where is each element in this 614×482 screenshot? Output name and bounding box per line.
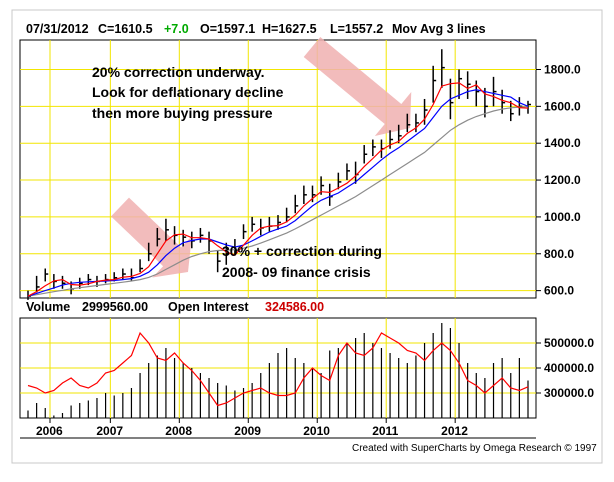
correction-arrow-2012 bbox=[303, 36, 412, 137]
y-tick-label: 1200.0 bbox=[544, 173, 581, 187]
y-tick-label: 1600.0 bbox=[544, 99, 581, 113]
x-tick-label: 2012 bbox=[441, 424, 468, 438]
x-tick-label: 2011 bbox=[372, 424, 398, 438]
y-tick-label: 600.0 bbox=[544, 284, 574, 298]
annotation-top-line1: 20% correction underway. bbox=[92, 64, 264, 80]
volume-value: 2999560.00 bbox=[82, 300, 148, 314]
y-tick-label: 800.0 bbox=[544, 247, 574, 261]
price-panel-border bbox=[19, 39, 537, 299]
volume-y-tick-label: 300000.0 bbox=[544, 386, 594, 400]
x-tick-label: 2006 bbox=[36, 424, 63, 438]
y-tick-label: 1400.0 bbox=[544, 136, 581, 150]
x-tick-label: 2009 bbox=[234, 424, 261, 438]
correction-arrow-2008 bbox=[111, 197, 192, 278]
y-tick-label: 1800.0 bbox=[544, 62, 581, 76]
header-close: C=1610.5 bbox=[98, 22, 153, 36]
volume-label: Volume bbox=[26, 300, 70, 314]
annotation-top-line3: then more buying pressure bbox=[92, 105, 273, 121]
y-tick-label: 1000.0 bbox=[544, 210, 581, 224]
volume-y-tick-label: 500000.0 bbox=[544, 336, 594, 350]
header-date: 07/31/2012 bbox=[26, 22, 89, 36]
volume-y-tick-label: 400000.0 bbox=[544, 361, 594, 375]
chart-frame bbox=[11, 9, 603, 464]
annotation-mid-line2: 2008- 09 finance crisis bbox=[222, 264, 371, 280]
header-open: O=1597.1 bbox=[200, 22, 255, 36]
annotation-mid-line1: 30% + correction during bbox=[222, 243, 382, 259]
annotation-top-line2: Look for deflationary decline bbox=[92, 84, 284, 100]
credit-text: Created with SuperCharts by Omega Resear… bbox=[352, 443, 597, 454]
header-high: H=1627.5 bbox=[262, 22, 317, 36]
open-interest-line bbox=[27, 331, 529, 407]
x-tick-label: 2008 bbox=[165, 424, 192, 438]
header-low: L=1557.2 bbox=[330, 22, 383, 36]
open-interest-value: 324586.00 bbox=[265, 300, 324, 314]
header-change: +7.0 bbox=[164, 22, 189, 36]
moving-average-slow-line bbox=[27, 106, 529, 297]
header-indicator: Mov Avg 3 lines bbox=[392, 22, 486, 36]
moving-average-mid-line bbox=[27, 89, 529, 297]
x-tick-label: 2010 bbox=[303, 424, 330, 438]
open-interest-label: Open Interest bbox=[168, 300, 249, 314]
x-tick-label: 2007 bbox=[96, 424, 123, 438]
moving-average-fast-line bbox=[27, 82, 529, 297]
